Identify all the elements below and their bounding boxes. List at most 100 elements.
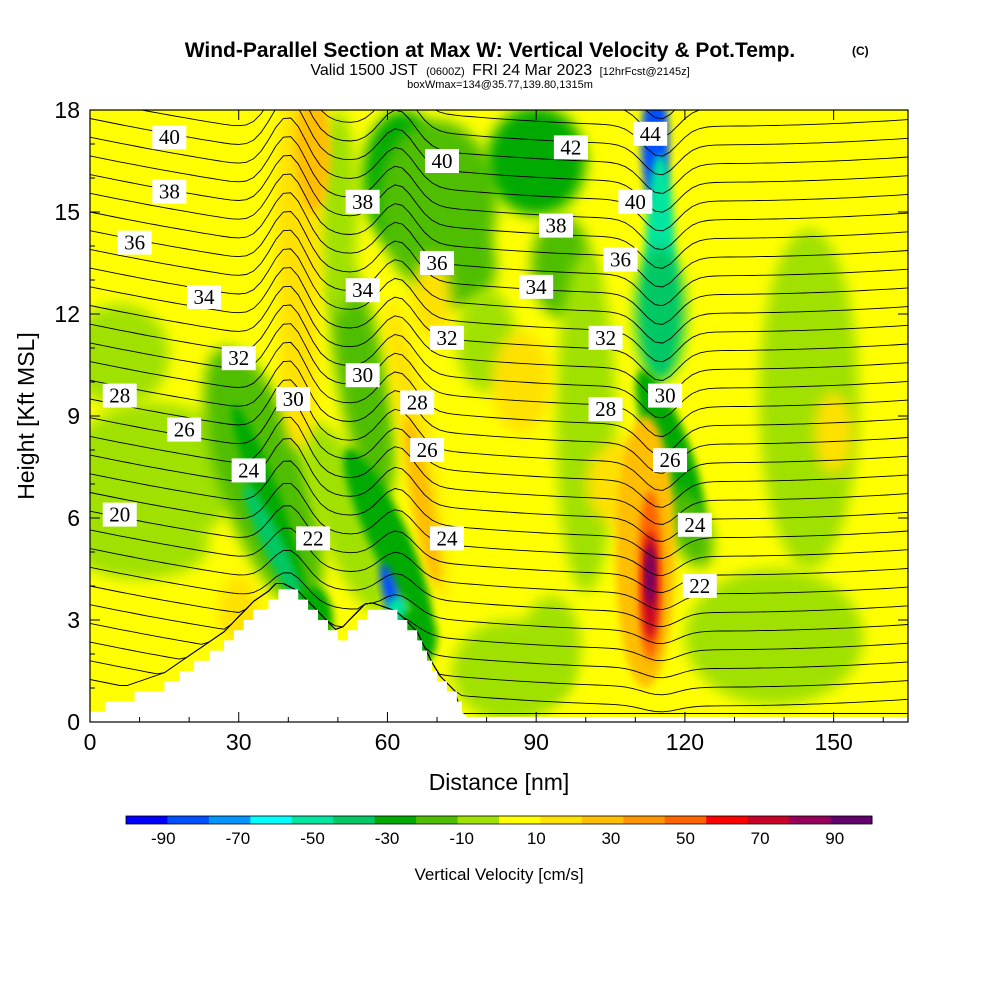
theta-contour-line bbox=[90, 136, 908, 251]
theta-contour-line bbox=[139, 110, 908, 194]
box-wmax-info: boxWmax=134@35.77,139.80,1315m bbox=[407, 79, 593, 91]
contour-label: 38 bbox=[345, 189, 380, 214]
contour-label-text: 38 bbox=[159, 180, 180, 204]
contour-label: 32 bbox=[588, 325, 623, 350]
velocity-blob-0 bbox=[90, 303, 170, 406]
x-tick-label: 90 bbox=[523, 729, 549, 755]
terrain-mask bbox=[90, 589, 908, 722]
colorbar-title: Vertical Velocity [cm/s] bbox=[414, 865, 583, 884]
theta-contour-line bbox=[320, 110, 908, 176]
contour-label: 44 bbox=[633, 121, 668, 146]
theta-contour-line bbox=[90, 416, 908, 525]
theta-contour-line bbox=[90, 267, 908, 381]
theta-contour-line bbox=[90, 110, 908, 213]
colorbar-tick-label: 10 bbox=[527, 829, 546, 848]
theta-contour-line bbox=[90, 583, 908, 696]
y-axis-title: Height [Kft MSL] bbox=[13, 332, 39, 499]
colorbar-swatch bbox=[374, 816, 417, 824]
y-tick-label: 3 bbox=[67, 607, 80, 633]
colorbar-swatch bbox=[167, 816, 210, 824]
x-tick-label: 60 bbox=[375, 729, 401, 755]
y-tick-label: 18 bbox=[54, 97, 80, 123]
colorbar: -90 -70 -50 -30 -10 10 30 50 70 90 bbox=[125, 815, 873, 848]
contour-label: 34 bbox=[519, 274, 554, 299]
contour-label-text: 28 bbox=[407, 390, 428, 414]
theta-contour-line bbox=[90, 505, 908, 594]
contour-label-text: 22 bbox=[303, 526, 324, 550]
contour-label-text: 40 bbox=[431, 149, 452, 173]
colorbar-tick-label: 50 bbox=[676, 829, 695, 848]
contour-label-text: 34 bbox=[352, 278, 374, 302]
contour-label-text: 26 bbox=[174, 418, 195, 442]
contour-label: 38 bbox=[152, 179, 187, 204]
contour-label-text: 28 bbox=[595, 397, 616, 421]
y-tick-label: 15 bbox=[54, 199, 80, 225]
colorbar-tick-label: -30 bbox=[375, 829, 400, 848]
theta-contour-line bbox=[90, 583, 908, 662]
chart-subtitle: Valid 1500 JST (0600Z) FRI 24 Mar 2023 [… bbox=[310, 62, 689, 79]
contour-label-text: 34 bbox=[526, 275, 548, 299]
contour-label-text: 32 bbox=[436, 326, 457, 350]
theta-contour-line bbox=[434, 110, 908, 157]
colorbar-frame bbox=[125, 815, 873, 825]
contour-label-text: 24 bbox=[436, 526, 458, 550]
contour-label-text: 44 bbox=[640, 122, 662, 146]
contour-label-text: 38 bbox=[546, 214, 567, 238]
y-tick-label: 6 bbox=[67, 505, 80, 531]
velocity-blob-36 bbox=[412, 256, 452, 338]
contour-label: 36 bbox=[117, 230, 152, 255]
colorbar-tick-label: -90 bbox=[151, 829, 176, 848]
x-tick-label: 30 bbox=[226, 729, 252, 755]
contour-label: 24 bbox=[677, 512, 712, 537]
utc-time: (0600Z) bbox=[426, 66, 465, 78]
theta-contour-line bbox=[90, 379, 908, 491]
contour-label: 32 bbox=[221, 346, 256, 371]
contour-label: 24 bbox=[429, 526, 464, 551]
contour-label-text: 34 bbox=[194, 285, 216, 309]
x-tick-label: 120 bbox=[666, 729, 704, 755]
x-tick-label: 150 bbox=[814, 729, 852, 755]
colorbar-swatch bbox=[291, 816, 334, 824]
velocity-blob-26 bbox=[684, 569, 864, 705]
velocity-blob-42 bbox=[645, 545, 655, 607]
colorbar-swatch bbox=[457, 816, 500, 824]
colorbar-swatch bbox=[581, 816, 624, 824]
contour-label: 36 bbox=[603, 247, 638, 272]
contour-label-text: 30 bbox=[283, 387, 304, 411]
y-tick-label: 9 bbox=[67, 403, 80, 429]
contour-label: 38 bbox=[539, 213, 574, 238]
contour-label-text: 40 bbox=[625, 190, 646, 214]
colorbar-swatch bbox=[250, 816, 293, 824]
contour-label: 30 bbox=[276, 387, 311, 411]
theta-contour-line bbox=[90, 192, 908, 307]
contour-label: 30 bbox=[648, 383, 683, 408]
theta-contour-line bbox=[90, 285, 908, 400]
velocity-blob-32 bbox=[295, 110, 331, 212]
contour-label-text: 24 bbox=[684, 513, 706, 537]
colorbar-tick-label: -50 bbox=[300, 829, 325, 848]
x-tick-label: 0 bbox=[84, 729, 97, 755]
contour-label-text: 32 bbox=[228, 346, 249, 370]
velocity-blob-10 bbox=[343, 448, 432, 622]
y-tick-label: 12 bbox=[54, 301, 80, 327]
colorbar-swatch bbox=[623, 816, 666, 824]
contour-label-text: 26 bbox=[660, 448, 681, 472]
colorbar-swatch bbox=[706, 816, 749, 824]
contour-label-text: 32 bbox=[595, 326, 616, 350]
x-axis-title: Distance [nm] bbox=[429, 769, 570, 795]
colorbar-swatch bbox=[830, 816, 873, 824]
contour-label-text: 28 bbox=[109, 384, 130, 408]
theta-contour-line bbox=[90, 548, 908, 628]
contour-label: 40 bbox=[424, 149, 459, 173]
colorbar-swatch bbox=[747, 816, 790, 824]
contour-label-text: 38 bbox=[352, 190, 373, 214]
contour-label: 26 bbox=[167, 417, 202, 442]
theta-contour-line bbox=[90, 93, 908, 100]
copyright-mark: (C) bbox=[852, 44, 869, 58]
colorbar-tick-label: 90 bbox=[825, 829, 844, 848]
forecast-info: [12hrFcst@2145z] bbox=[600, 66, 690, 78]
colorbar-tick-label: -70 bbox=[226, 829, 251, 848]
contour-label-text: 30 bbox=[352, 363, 373, 387]
